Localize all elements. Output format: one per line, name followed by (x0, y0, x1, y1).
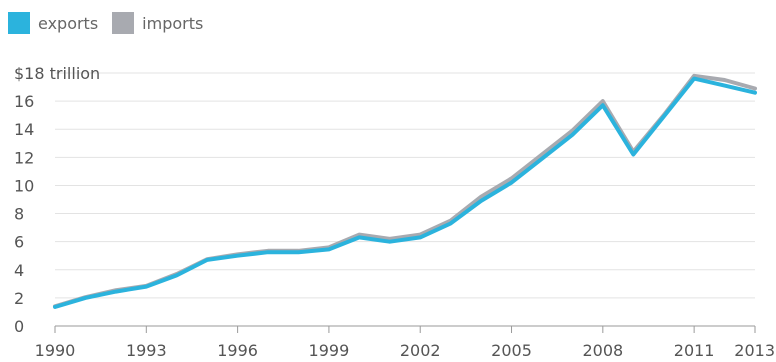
legend-swatch-imports (112, 12, 135, 34)
legend-item-imports: imports (112, 12, 203, 34)
legend-label-imports: imports (142, 13, 204, 33)
x-tick-label: 2005 (491, 341, 532, 360)
x-tick-label: 2013 (734, 341, 775, 360)
y-tick-label: 10 (14, 176, 34, 195)
y-tick-label: 16 (14, 92, 34, 111)
x-tick-label: 1999 (309, 341, 350, 360)
x-tick-label: 1996 (217, 341, 258, 360)
x-tick-label: 1993 (126, 341, 167, 360)
legend-item-exports: exports (8, 12, 98, 34)
y-tick-label: 8 (14, 205, 24, 224)
x-tick-label: 2011 (674, 341, 715, 360)
chart-legend: exports imports (8, 12, 203, 34)
y-tick-label: $18 trillion (14, 64, 100, 83)
series-line-exports (53, 76, 757, 309)
legend-swatch-exports (8, 12, 30, 34)
legend-label-exports: exports (38, 13, 99, 33)
y-tick-label: 14 (14, 120, 34, 139)
x-tick-label: 1990 (35, 341, 76, 360)
y-tick-label: 6 (14, 233, 24, 252)
y-tick-label: 4 (14, 261, 24, 280)
x-tick-label: 2002 (400, 341, 441, 360)
x-tick-label: 2008 (582, 341, 623, 360)
y-tick-label: 0 (14, 317, 24, 336)
y-tick-label: 2 (14, 289, 24, 308)
y-tick-label: 12 (14, 148, 34, 167)
series-line-imports (53, 73, 757, 309)
